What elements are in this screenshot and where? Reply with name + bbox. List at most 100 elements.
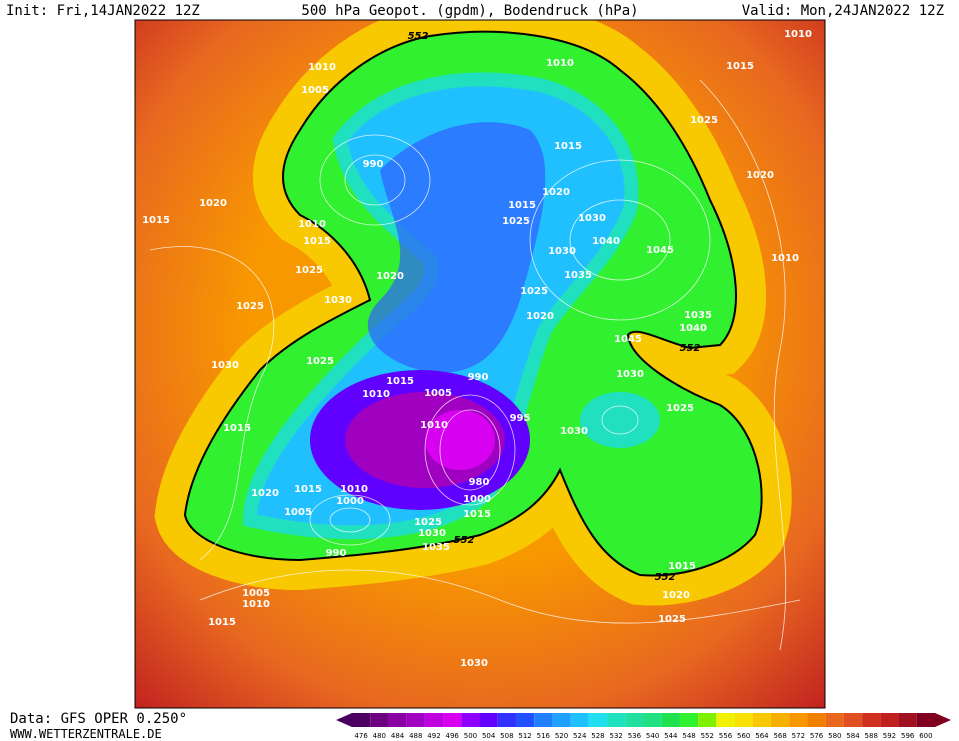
scale-swatch — [661, 713, 680, 727]
scale-swatch — [424, 713, 444, 727]
isobar-label: 1015 — [726, 61, 754, 72]
isobar-label: 1010 — [340, 484, 368, 495]
isobar-label: 1030 — [578, 213, 606, 224]
scale-tick-label: 560 — [737, 732, 750, 740]
scale-tick-label: 496 — [446, 732, 460, 740]
isobar-label: 1020 — [662, 590, 690, 601]
contour-label: 552 — [408, 31, 429, 42]
scale-tick-label: 524 — [573, 732, 587, 740]
scale-swatch — [880, 713, 899, 727]
isobar-label: 990 — [468, 372, 489, 383]
isobar-label: 1020 — [251, 488, 279, 499]
scale-tick-label: 564 — [755, 732, 769, 740]
scale-swatch — [406, 713, 425, 727]
isobar-label: 1035 — [684, 310, 712, 321]
isobar-label: 1020 — [376, 271, 404, 282]
scale-swatch — [388, 713, 407, 727]
isobar-label: 1015 — [463, 509, 491, 520]
isobar-label: 990 — [363, 159, 384, 170]
isobar-label: 1040 — [592, 236, 620, 247]
contour-label: 552 — [680, 343, 701, 354]
map-title: 500 hPa Geopot. (gpdm), Bodendruck (hPa) — [301, 3, 638, 19]
isobar-label: 1045 — [614, 334, 642, 345]
scale-swatch — [734, 713, 753, 727]
scale-tick-label: 544 — [664, 732, 678, 740]
map-frame — [134, 19, 826, 709]
scale-tick-label: 520 — [555, 732, 568, 740]
isobar-label: 1015 — [142, 215, 170, 226]
scale-swatch — [916, 713, 935, 727]
scale-tick-label: 528 — [591, 732, 604, 740]
scale-tick-label: 476 — [354, 732, 368, 740]
trough-blue — [367, 122, 546, 373]
init-time: Init: Fri,14JAN2022 12Z — [6, 3, 200, 19]
scale-tick-label: 512 — [518, 732, 531, 740]
color-scale: 476 480 484 488 492 496 500 504 508 512 516 520 524 5… — [336, 713, 951, 740]
scale-tick-label: 556 — [719, 732, 733, 740]
isobar-label: 1025 — [414, 517, 442, 528]
scale-tick-label: 536 — [628, 732, 642, 740]
isobar-label: 1025 — [520, 286, 548, 297]
scale-tick-label: 588 — [865, 732, 878, 740]
isobar-label: 1035 — [564, 270, 592, 281]
scale-arrow-right — [935, 713, 951, 727]
scale-arrow-left — [336, 713, 352, 727]
scale-tick-label: 540 — [646, 732, 659, 740]
scale-tick-label: 568 — [773, 732, 786, 740]
scale-tick-label: 484 — [391, 732, 405, 740]
data-source: Data: GFS OPER 0.250° — [10, 711, 187, 727]
scale-swatch — [698, 713, 717, 727]
scale-swatch — [479, 713, 498, 727]
scale-swatch — [461, 713, 480, 727]
isobar-label: 1030 — [616, 369, 644, 380]
isobar-label: 980 — [469, 477, 490, 488]
isobar-label: 1025 — [295, 265, 323, 276]
isobar-label: 1015 — [294, 484, 322, 495]
scale-swatch — [588, 713, 608, 727]
scale-swatch — [807, 713, 826, 727]
isobar-label: 1010 — [420, 420, 448, 431]
scale-swatch — [825, 713, 844, 727]
isobar-label: 1015 — [303, 236, 331, 247]
core-magenta — [425, 410, 495, 470]
scale-swatch — [771, 713, 790, 727]
scale-swatch — [443, 713, 462, 727]
isobar-label: 1025 — [236, 301, 264, 312]
scale-swatch — [552, 713, 571, 727]
isobar-label: 1030 — [548, 246, 576, 257]
scale-tick-label: 600 — [919, 732, 932, 740]
scale-tick-label: 552 — [701, 732, 714, 740]
scale-swatch — [862, 713, 881, 727]
scale-swatch — [515, 713, 535, 727]
isobar-label: 1010 — [784, 29, 812, 40]
isobar-label: 1005 — [301, 85, 329, 96]
isobar-label: 1010 — [242, 599, 270, 610]
isobar-label: 1015 — [668, 561, 696, 572]
scale-swatch — [716, 713, 735, 727]
contour-label: 552 — [655, 572, 676, 583]
scale-tick-label: 516 — [537, 732, 551, 740]
isobar-label: 1000 — [336, 496, 364, 507]
isobar-label: 1010 — [771, 253, 799, 264]
scale-swatch — [789, 713, 808, 727]
scale-tick-label: 592 — [883, 732, 896, 740]
scale-swatch — [570, 713, 589, 727]
scale-swatch — [352, 713, 371, 727]
scale-swatch — [497, 713, 516, 727]
isobar-label: 1025 — [306, 356, 334, 367]
scale-tick-label: 584 — [846, 732, 860, 740]
isobar-label: 1020 — [542, 187, 570, 198]
map: 552 1010 1010 1010 1015 1005 1025 1015 990 1020 10… — [134, 19, 826, 709]
isobar-label: 1025 — [502, 216, 530, 227]
isobar-label: 1005 — [284, 507, 312, 518]
isobar-label: 1025 — [690, 115, 718, 126]
isobar-label: 1025 — [658, 614, 686, 625]
isobar-label: 1030 — [418, 528, 446, 539]
isobar-label: 995 — [510, 413, 531, 424]
website: WWW.WETTERZENTRALE.DE — [10, 727, 162, 741]
scale-tick-label: 572 — [792, 732, 805, 740]
isobar-label: 1010 — [308, 62, 336, 73]
isobar-label: 1020 — [526, 311, 554, 322]
scale-tick-label: 508 — [500, 732, 513, 740]
isobar-label: 1030 — [324, 295, 352, 306]
